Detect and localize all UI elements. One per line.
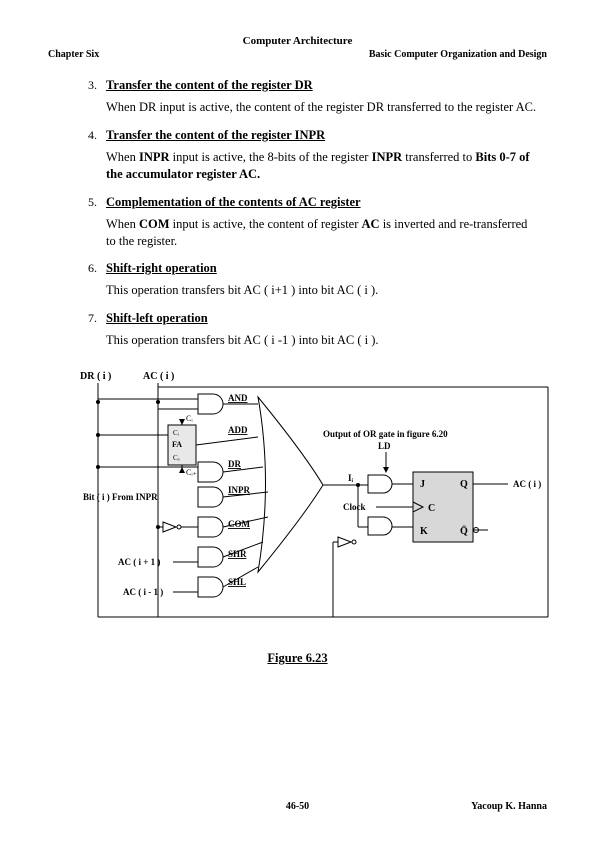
item-number: 6. xyxy=(88,261,106,276)
svg-text:Q: Q xyxy=(460,479,468,490)
svg-text:J: J xyxy=(420,479,425,490)
doc-title: Computer Architecture xyxy=(48,35,547,47)
svg-text:Q̄: Q̄ xyxy=(460,525,468,537)
item-number: 5. xyxy=(88,195,106,210)
list-item: 3. Transfer the content of the register … xyxy=(88,78,537,116)
item-title: Complementation of the contents of AC re… xyxy=(106,195,361,210)
svg-text:FA: FA xyxy=(172,440,182,449)
svg-text:Clock: Clock xyxy=(343,502,366,512)
svg-text:Iᵢ: Iᵢ xyxy=(348,473,354,483)
item-body: This operation transfers bit AC ( i -1 )… xyxy=(106,332,537,349)
svg-text:AC ( i - 1 ): AC ( i - 1 ) xyxy=(123,587,163,597)
svg-text:Output of OR gate in figure 6.: Output of OR gate in figure 6.20 xyxy=(323,429,448,439)
svg-text:K: K xyxy=(420,526,428,537)
svg-text:DR ( i ): DR ( i ) xyxy=(80,371,111,382)
author-name: Yacoup K. Hanna xyxy=(471,801,547,812)
list-item: 6. Shift-right operation This operation … xyxy=(88,261,537,299)
footer: 46-50 Yacoup K. Hanna xyxy=(48,801,547,812)
item-body: When INPR input is active, the 8-bits of… xyxy=(106,149,537,183)
item-title: Shift-left operation xyxy=(106,311,208,326)
svg-text:AND: AND xyxy=(228,393,248,403)
list-item: 5. Complementation of the contents of AC… xyxy=(88,195,537,250)
circuit-diagram: DR ( i ) AC ( i ) AND Cᵢ FA Cₒ xyxy=(58,367,558,637)
list-item: 4. Transfer the content of the register … xyxy=(88,128,537,183)
svg-text:Cₒ: Cₒ xyxy=(173,454,180,462)
item-number: 7. xyxy=(88,311,106,326)
svg-text:LD: LD xyxy=(378,441,391,451)
item-title: Shift-right operation xyxy=(106,261,217,276)
page-number: 46-50 xyxy=(286,801,309,812)
item-title: Transfer the content of the register DR xyxy=(106,78,313,93)
svg-text:INPR: INPR xyxy=(228,485,250,495)
svg-text:DR: DR xyxy=(228,459,241,469)
figure-caption: Figure 6.23 xyxy=(58,651,537,666)
figure: DR ( i ) AC ( i ) AND Cᵢ FA Cₒ xyxy=(58,367,537,666)
svg-text:AC ( i ): AC ( i ) xyxy=(513,479,541,489)
item-body: When DR input is active, the content of … xyxy=(106,99,537,116)
svg-text:AC ( i ): AC ( i ) xyxy=(143,371,174,382)
svg-text:Cᵢ: Cᵢ xyxy=(186,414,193,423)
item-body: This operation transfers bit AC ( i+1 ) … xyxy=(106,282,537,299)
header-row: Chapter Six Basic Computer Organization … xyxy=(48,49,547,60)
item-body: When COM input is active, the content of… xyxy=(106,216,537,250)
svg-text:Cᵢ: Cᵢ xyxy=(173,429,180,437)
svg-text:ADD: ADD xyxy=(228,425,248,435)
section-label: Basic Computer Organization and Design xyxy=(369,49,547,60)
svg-text:Bit ( i ) From INPR: Bit ( i ) From INPR xyxy=(83,492,158,502)
svg-text:C: C xyxy=(428,503,435,514)
svg-text:COM: COM xyxy=(228,519,251,529)
item-number: 4. xyxy=(88,128,106,143)
item-number: 3. xyxy=(88,78,106,93)
svg-text:AC ( i + 1 ): AC ( i + 1 ) xyxy=(118,557,160,567)
chapter-label: Chapter Six xyxy=(48,49,99,60)
content: 3. Transfer the content of the register … xyxy=(48,78,547,666)
list-item: 7. Shift-left operation This operation t… xyxy=(88,311,537,349)
item-title: Transfer the content of the register INP… xyxy=(106,128,325,143)
